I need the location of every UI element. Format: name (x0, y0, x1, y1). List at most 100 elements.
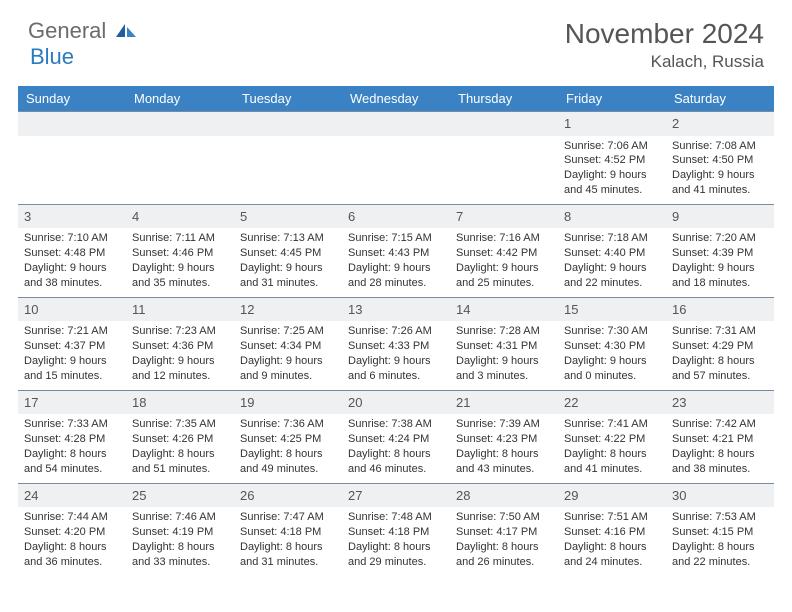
day-number: 28 (450, 483, 558, 508)
day-body: Sunrise: 7:21 AMSunset: 4:37 PMDaylight:… (18, 321, 126, 389)
day-number: 26 (234, 483, 342, 508)
day-body: Sunrise: 7:13 AMSunset: 4:45 PMDaylight:… (234, 228, 342, 296)
sunrise-line: Sunrise: 7:48 AM (348, 510, 444, 525)
sunrise-line: Sunrise: 7:06 AM (564, 139, 660, 154)
day-body: Sunrise: 7:53 AMSunset: 4:15 PMDaylight:… (666, 507, 774, 575)
calendar-cell: 9Sunrise: 7:20 AMSunset: 4:39 PMDaylight… (666, 204, 774, 297)
day-body: Sunrise: 7:08 AMSunset: 4:50 PMDaylight:… (666, 136, 774, 204)
day-body: Sunrise: 7:23 AMSunset: 4:36 PMDaylight:… (126, 321, 234, 389)
day-number: 1 (558, 111, 666, 136)
daylight-line: Daylight: 8 hours and 22 minutes. (672, 540, 768, 570)
day-number: 15 (558, 297, 666, 322)
sunrise-line: Sunrise: 7:47 AM (240, 510, 336, 525)
calendar-row: 24Sunrise: 7:44 AMSunset: 4:20 PMDayligh… (18, 483, 774, 576)
day-body: Sunrise: 7:39 AMSunset: 4:23 PMDaylight:… (450, 414, 558, 482)
sunset-line: Sunset: 4:39 PM (672, 246, 768, 261)
day-number: 16 (666, 297, 774, 322)
day-number (342, 111, 450, 136)
day-number: 30 (666, 483, 774, 508)
sunrise-line: Sunrise: 7:51 AM (564, 510, 660, 525)
calendar-table: SundayMondayTuesdayWednesdayThursdayFrid… (18, 86, 774, 576)
calendar-body: 1Sunrise: 7:06 AMSunset: 4:52 PMDaylight… (18, 111, 774, 576)
sunset-line: Sunset: 4:15 PM (672, 525, 768, 540)
daylight-line: Daylight: 8 hours and 49 minutes. (240, 447, 336, 477)
sunrise-line: Sunrise: 7:20 AM (672, 231, 768, 246)
day-body: Sunrise: 7:42 AMSunset: 4:21 PMDaylight:… (666, 414, 774, 482)
sunset-line: Sunset: 4:22 PM (564, 432, 660, 447)
sunrise-line: Sunrise: 7:31 AM (672, 324, 768, 339)
calendar-cell: 28Sunrise: 7:50 AMSunset: 4:17 PMDayligh… (450, 483, 558, 576)
daylight-line: Daylight: 9 hours and 3 minutes. (456, 354, 552, 384)
daylight-line: Daylight: 9 hours and 45 minutes. (564, 168, 660, 198)
sunset-line: Sunset: 4:40 PM (564, 246, 660, 261)
calendar-cell: 1 Sunrise: 7:06 AMSunset: 4:52 PMDaylight… (558, 111, 666, 204)
sunrise-line: Sunrise: 7:36 AM (240, 417, 336, 432)
day-number: 12 (234, 297, 342, 322)
daylight-line: Daylight: 8 hours and 36 minutes. (24, 540, 120, 570)
sunset-line: Sunset: 4:52 PM (564, 153, 660, 168)
day-body: Sunrise: 7:41 AMSunset: 4:22 PMDaylight:… (558, 414, 666, 482)
day-body: Sunrise: 7:33 AMSunset: 4:28 PMDaylight:… (18, 414, 126, 482)
daylight-line: Daylight: 8 hours and 29 minutes. (348, 540, 444, 570)
daylight-line: Daylight: 8 hours and 51 minutes. (132, 447, 228, 477)
month-title: November 2024 (565, 18, 764, 50)
calendar-cell-empty (126, 111, 234, 204)
weekday-header: Tuesday (234, 86, 342, 111)
daylight-line: Daylight: 9 hours and 9 minutes. (240, 354, 336, 384)
day-number: 23 (666, 390, 774, 415)
day-number: 29 (558, 483, 666, 508)
daylight-line: Daylight: 9 hours and 25 minutes. (456, 261, 552, 291)
day-number: 18 (126, 390, 234, 415)
daylight-line: Daylight: 9 hours and 41 minutes. (672, 168, 768, 198)
daylight-line: Daylight: 9 hours and 12 minutes. (132, 354, 228, 384)
daylight-line: Daylight: 9 hours and 28 minutes. (348, 261, 444, 291)
day-body: Sunrise: 7:28 AMSunset: 4:31 PMDaylight:… (450, 321, 558, 389)
calendar-cell: 25Sunrise: 7:46 AMSunset: 4:19 PMDayligh… (126, 483, 234, 576)
calendar-cell: 11Sunrise: 7:23 AMSunset: 4:36 PMDayligh… (126, 297, 234, 390)
sunset-line: Sunset: 4:25 PM (240, 432, 336, 447)
sunrise-line: Sunrise: 7:21 AM (24, 324, 120, 339)
daylight-line: Daylight: 9 hours and 18 minutes. (672, 261, 768, 291)
calendar-cell: 30Sunrise: 7:53 AMSunset: 4:15 PMDayligh… (666, 483, 774, 576)
calendar-row: 10Sunrise: 7:21 AMSunset: 4:37 PMDayligh… (18, 297, 774, 390)
day-body: Sunrise: 7:15 AMSunset: 4:43 PMDaylight:… (342, 228, 450, 296)
day-body: Sunrise: 7:46 AMSunset: 4:19 PMDaylight:… (126, 507, 234, 575)
sunrise-line: Sunrise: 7:53 AM (672, 510, 768, 525)
sunset-line: Sunset: 4:43 PM (348, 246, 444, 261)
day-body: Sunrise: 7:36 AMSunset: 4:25 PMDaylight:… (234, 414, 342, 482)
daylight-line: Daylight: 8 hours and 26 minutes. (456, 540, 552, 570)
daylight-line: Daylight: 8 hours and 38 minutes. (672, 447, 768, 477)
weekday-header: Friday (558, 86, 666, 111)
calendar-cell: 7Sunrise: 7:16 AMSunset: 4:42 PMDaylight… (450, 204, 558, 297)
day-number: 24 (18, 483, 126, 508)
sunrise-line: Sunrise: 7:50 AM (456, 510, 552, 525)
calendar-cell: 24Sunrise: 7:44 AMSunset: 4:20 PMDayligh… (18, 483, 126, 576)
calendar-cell: 19Sunrise: 7:36 AMSunset: 4:25 PMDayligh… (234, 390, 342, 483)
sunrise-line: Sunrise: 7:39 AM (456, 417, 552, 432)
calendar-row: 1Sunrise: 7:06 AMSunset: 4:52 PMDaylight… (18, 111, 774, 204)
sunset-line: Sunset: 4:45 PM (240, 246, 336, 261)
calendar-cell: 17Sunrise: 7:33 AMSunset: 4:28 PMDayligh… (18, 390, 126, 483)
daylight-line: Daylight: 8 hours and 46 minutes. (348, 447, 444, 477)
sunset-line: Sunset: 4:48 PM (24, 246, 120, 261)
calendar-row: 17Sunrise: 7:33 AMSunset: 4:28 PMDayligh… (18, 390, 774, 483)
sunset-line: Sunset: 4:36 PM (132, 339, 228, 354)
sunrise-line: Sunrise: 7:35 AM (132, 417, 228, 432)
day-number: 27 (342, 483, 450, 508)
day-number: 13 (342, 297, 450, 322)
sunset-line: Sunset: 4:20 PM (24, 525, 120, 540)
day-body: Sunrise: 7:50 AMSunset: 4:17 PMDaylight:… (450, 507, 558, 575)
calendar-cell: 15Sunrise: 7:30 AMSunset: 4:30 PMDayligh… (558, 297, 666, 390)
day-body: Sunrise: 7:18 AMSunset: 4:40 PMDaylight:… (558, 228, 666, 296)
sunrise-line: Sunrise: 7:10 AM (24, 231, 120, 246)
weekday-header: Thursday (450, 86, 558, 111)
daylight-line: Daylight: 9 hours and 0 minutes. (564, 354, 660, 384)
daylight-line: Daylight: 8 hours and 54 minutes. (24, 447, 120, 477)
daylight-line: Daylight: 9 hours and 38 minutes. (24, 261, 120, 291)
sunrise-line: Sunrise: 7:16 AM (456, 231, 552, 246)
sunrise-line: Sunrise: 7:46 AM (132, 510, 228, 525)
calendar-cell: 4Sunrise: 7:11 AMSunset: 4:46 PMDaylight… (126, 204, 234, 297)
weekday-header: Sunday (18, 86, 126, 111)
sunset-line: Sunset: 4:21 PM (672, 432, 768, 447)
day-body: Sunrise: 7:30 AMSunset: 4:30 PMDaylight:… (558, 321, 666, 389)
